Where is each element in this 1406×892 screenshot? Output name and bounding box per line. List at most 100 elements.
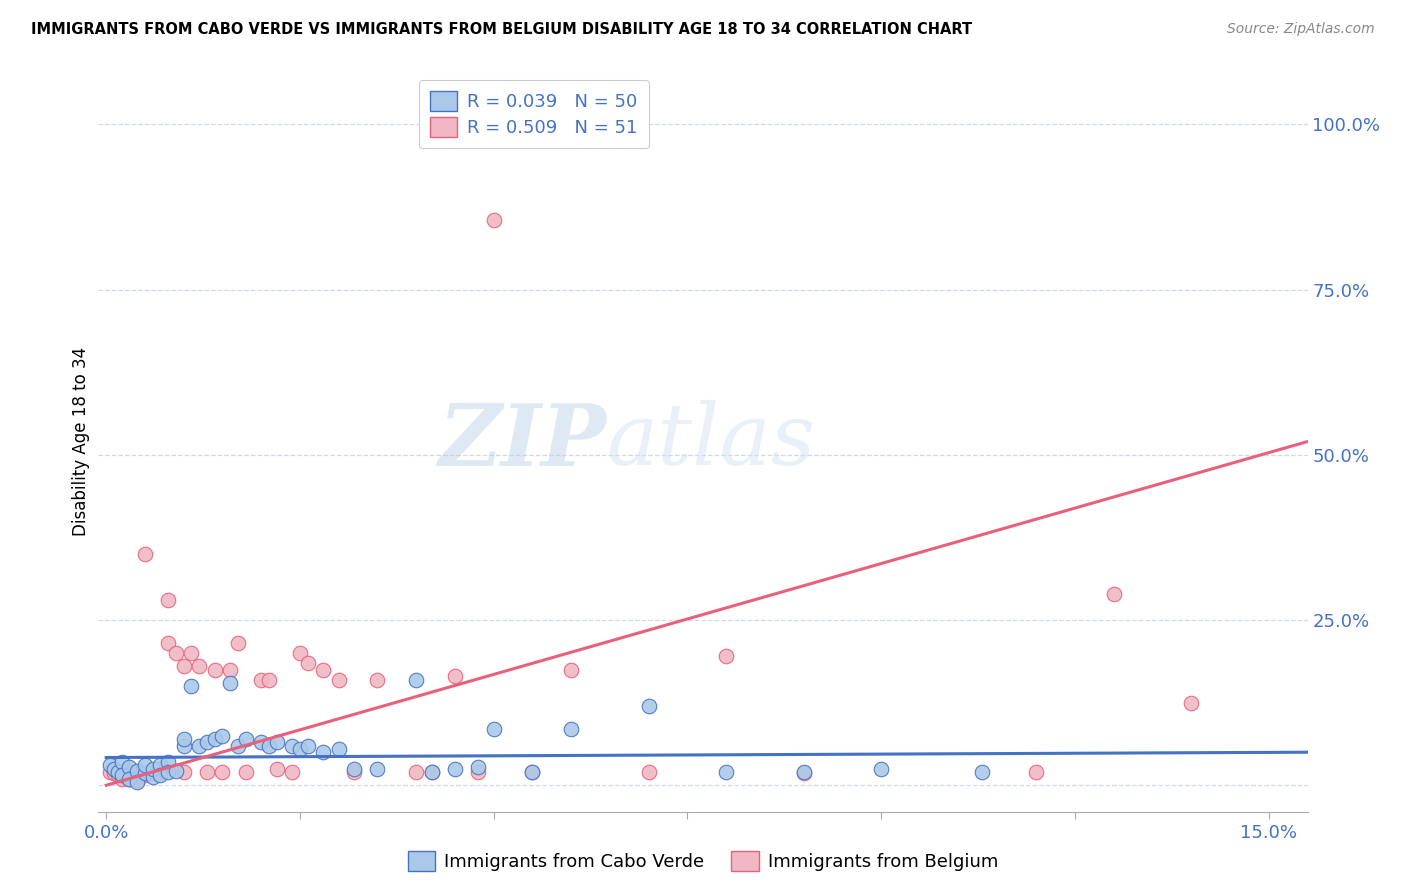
Point [235,765,257,780]
Point [103,766,125,780]
Point [266,762,288,776]
Point [637,765,659,780]
Text: ZIP: ZIP [439,400,606,483]
Point [180,646,202,660]
Point [366,673,388,687]
Point [157,636,180,650]
Point [297,656,319,670]
Point [970,765,993,780]
Point [281,739,304,753]
Point [188,739,211,753]
Point [142,762,165,776]
Point [637,698,659,713]
Point [118,760,141,774]
Point [226,739,249,753]
Point [420,765,443,780]
Point [149,762,172,776]
Point [98,765,121,780]
Point [467,765,489,780]
Point [250,673,273,687]
Point [219,675,242,690]
Point [328,742,350,756]
Point [118,772,141,786]
Point [467,760,489,774]
Point [111,768,134,782]
Point [127,772,149,787]
Point [444,762,467,776]
Point [118,772,141,786]
Point [173,659,195,673]
Point [142,766,165,780]
Point [134,547,156,561]
Point [235,731,257,746]
Point [288,742,311,756]
Point [180,679,202,693]
Point [149,758,172,772]
Point [211,729,233,743]
Point [522,765,544,780]
Point [142,765,165,780]
Point [257,739,280,753]
Point [420,765,443,780]
Y-axis label: Disability Age 18 to 34: Disability Age 18 to 34 [72,347,90,536]
Point [444,669,467,683]
Point [343,762,366,776]
Point [111,755,134,769]
Point [716,765,738,780]
Point [328,673,350,687]
Point [127,775,149,789]
Point [157,593,180,607]
Point [103,762,125,776]
Point [297,739,319,753]
Point [226,636,249,650]
Point [149,765,172,780]
Point [793,766,815,780]
Point [266,735,288,749]
Point [134,766,156,780]
Point [107,765,129,780]
Point [134,758,156,772]
Point [149,768,172,782]
Point [219,663,242,677]
Point [195,735,218,749]
Point [312,663,335,677]
Point [111,772,134,786]
Point [288,646,311,660]
Point [204,663,226,677]
Legend: R = 0.039   N = 50, R = 0.509   N = 51: R = 0.039 N = 50, R = 0.509 N = 51 [419,80,648,148]
Point [98,758,121,772]
Point [204,731,226,746]
Point [111,764,134,778]
Point [405,765,427,780]
Point [165,764,187,778]
Legend: Immigrants from Cabo Verde, Immigrants from Belgium: Immigrants from Cabo Verde, Immigrants f… [401,844,1005,879]
Point [157,765,180,780]
Point [1102,586,1125,600]
Point [405,673,427,687]
Point [281,765,304,780]
Point [366,762,388,776]
Point [482,213,505,227]
Point [211,765,233,780]
Point [793,765,815,780]
Point [173,731,195,746]
Text: Source: ZipAtlas.com: Source: ZipAtlas.com [1227,22,1375,37]
Point [165,646,187,660]
Point [560,722,582,736]
Point [482,722,505,736]
Point [870,762,893,776]
Point [522,765,544,780]
Point [157,755,180,769]
Point [118,765,141,780]
Point [716,649,738,664]
Point [134,768,156,782]
Point [195,765,218,780]
Point [1025,765,1047,780]
Point [173,739,195,753]
Text: atlas: atlas [606,401,815,483]
Point [127,764,149,778]
Point [257,673,280,687]
Point [173,765,195,780]
Text: IMMIGRANTS FROM CABO VERDE VS IMMIGRANTS FROM BELGIUM DISABILITY AGE 18 TO 34 CO: IMMIGRANTS FROM CABO VERDE VS IMMIGRANTS… [31,22,972,37]
Point [188,659,211,673]
